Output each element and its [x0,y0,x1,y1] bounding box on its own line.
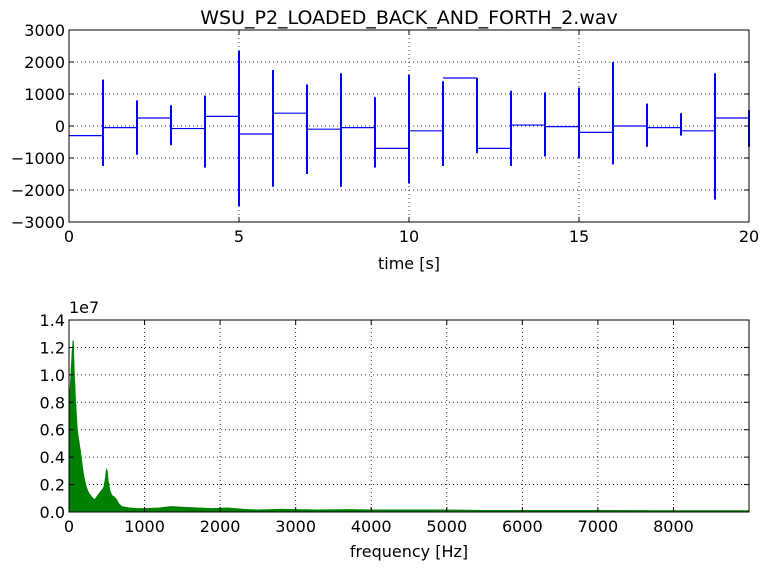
spectrum-ytick-label: 0.0 [40,503,65,522]
spectrum-xtick-label: 6000 [502,517,543,536]
waveform-ytick-label: −2000 [11,181,65,200]
spectrum-xtick-label: 0 [64,517,74,536]
spectrum-xlabel: frequency [Hz] [350,542,468,561]
spectrum-ticks: 0 1000 2000 3000 4000 5000 6000 7000 8000 0.0 0.2 0… [40,311,749,536]
spectrum-ytick-label: 0.2 [40,476,65,495]
spectrum-ytick-label: 0.6 [40,421,65,440]
waveform-ytick-label: 1000 [24,85,65,104]
spectrum-xtick-label: 5000 [426,517,467,536]
waveform-xtick-label: 10 [399,227,419,246]
waveform-ytick-label: −1000 [11,149,65,168]
waveform-ytick-label: 3000 [24,21,65,40]
waveform-xtick-label: 0 [64,227,74,246]
waveform-ticks: 0 5 10 15 20 −3000 −2000 −1000 0 1000 2000 3000 [11,21,759,246]
spectrum-grid [69,320,749,512]
waveform-plot [69,50,750,206]
spectrum-offset-label: 1e7 [69,298,99,317]
waveform-xlabel: time [s] [378,254,440,273]
spectrum-xtick-label: 8000 [653,517,694,536]
spectrum-ytick-label: 0.4 [40,448,65,467]
waveform-xtick-label: 5 [234,227,244,246]
spectrum-ytick-label: 1.2 [40,338,65,357]
spectrum-chart: 1e7 0 1000 2000 3000 4000 5000 6000 7000 8000 0.0… [40,298,750,561]
spectrum-xtick-label: 2000 [200,517,241,536]
waveform-ytick-label: −3000 [11,213,65,232]
spectrum-xtick-label: 4000 [351,517,392,536]
spectrum-xtick-label: 1000 [124,517,165,536]
spectrum-ytick-label: 1.0 [40,366,65,385]
waveform-ytick-label: 2000 [24,53,65,72]
waveform-xtick-label: 15 [569,227,589,246]
waveform-chart-title: WSU_P2_LOADED_BACK_AND_FORTH_2.wav [200,7,618,29]
waveform-chart: WSU_P2_LOADED_BACK_AND_FORTH_2.wav 0 5 10 1… [11,7,759,273]
waveform-xtick-label: 20 [739,227,759,246]
spectrum-axes-frame [68,319,750,513]
spectrum-area [68,340,750,513]
spectrum-xtick-label: 3000 [275,517,316,536]
spectrum-xtick-label: 7000 [578,517,619,536]
spectrum-ytick-label: 0.8 [40,393,65,412]
spectrum-plot [68,340,750,513]
waveform-ytick-label: 0 [55,117,65,136]
spectrum-ytick-label: 1.4 [40,311,65,330]
